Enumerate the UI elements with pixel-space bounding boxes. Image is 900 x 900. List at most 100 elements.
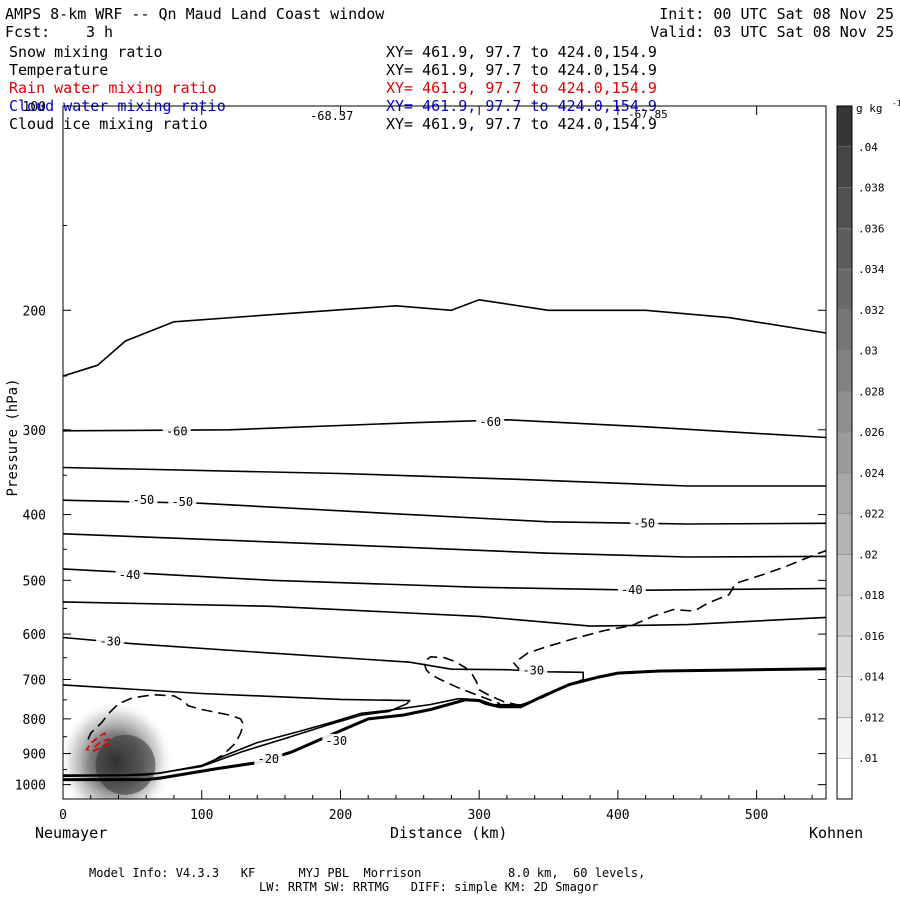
field-xy-range: XY= 461.9, 97.7 to 424.0,154.9: [386, 79, 657, 97]
colorbar-segment: [836, 676, 853, 718]
field-xy-range: XY= 461.9, 97.7 to 424.0,154.9: [386, 43, 657, 61]
colorbar-label: .032: [858, 304, 885, 317]
x-tick-label: 300: [467, 808, 490, 823]
colorbar-label: .02: [858, 548, 878, 561]
min-temp-label: -68.37: [310, 109, 353, 123]
colorbar-frame: [836, 105, 853, 800]
temperature-label: -60: [166, 425, 188, 439]
temperature-label: -40: [119, 568, 141, 582]
init-time: Init: 00 UTC Sat 08 Nov 25: [659, 5, 894, 23]
colorbar-segment: [836, 187, 853, 229]
cloud-ice-contour: [87, 693, 245, 768]
y-tick-label: 1000: [15, 779, 46, 794]
y-tick-label: 900: [23, 748, 46, 763]
colorbar-segment: [836, 594, 853, 637]
colorbar-segment: [836, 228, 853, 270]
field-name: Cloud ice mixing ratio: [9, 115, 208, 133]
colorbar-segment: [836, 431, 853, 474]
x-tick-label: 200: [329, 808, 352, 823]
colorbar-label: .024: [858, 467, 885, 480]
y-tick-label: 300: [23, 424, 46, 439]
colorbar-units-exponent: -1: [892, 99, 900, 108]
temperature-label: -50: [171, 495, 193, 509]
contour-layer: -60 -60 -50 -50 -50 -40 -40 -30 -30 -30 -20: [63, 299, 826, 799]
y-tick-label: 700: [23, 674, 46, 689]
field-xy-range: XY= 461.9, 97.7 to 424.0,154.9: [386, 61, 657, 79]
fcst-label: Fcst:: [5, 23, 51, 41]
temperature-label: -60: [479, 415, 501, 429]
min-temp-label: -67.85: [628, 108, 668, 121]
temperature-label: -40: [621, 583, 643, 597]
colorbar-segment: [836, 268, 853, 311]
y-tick-label: 400: [23, 509, 46, 524]
isotherm-line: [63, 419, 826, 439]
colorbar-segment: [836, 513, 853, 555]
colorbar-label: .036: [858, 222, 885, 235]
colorbar-segment: [836, 757, 853, 800]
colorbar-segment: [836, 309, 853, 351]
isotherm-line: [63, 299, 826, 377]
temperature-label-bg: [115, 567, 144, 581]
colorbar-segment: [836, 391, 853, 433]
isotherm-line: [63, 533, 826, 558]
temperature-label: -50: [633, 516, 655, 530]
terrain-line: [63, 667, 826, 782]
field-name: Snow mixing ratio: [9, 43, 163, 61]
colorbar-label: .014: [858, 671, 885, 684]
colorbar-label: .012: [858, 711, 885, 724]
colorbar-label: .01: [858, 752, 878, 765]
colorbar-label: .038: [858, 182, 885, 195]
temperature-label: -20: [257, 752, 279, 766]
colorbar-label: .022: [858, 508, 885, 521]
temperature-label: -30: [99, 634, 121, 648]
colorbar-units: g kg: [856, 102, 883, 115]
model-info: Model Info: V4.3.3 KF MYJ PBL Morrison 8…: [89, 866, 646, 880]
y-tick-label: 100: [23, 100, 46, 115]
valid-time: Valid: 03 UTC Sat 08 Nov 25: [650, 23, 894, 41]
temperature-label-bg: [96, 634, 125, 648]
field-xy-range: XY= 461.9, 97.7 to 424.0,154.9: [386, 115, 657, 133]
y-tick-label: 600: [23, 628, 46, 643]
temperature-label-bg: [162, 424, 191, 438]
temperature-label-bg: [476, 414, 505, 428]
colorbar-label: .028: [858, 385, 885, 398]
colorbar-segment: [836, 472, 853, 514]
temperature-label-bg: [322, 733, 351, 747]
x-tick-label: 0: [59, 808, 67, 823]
rain-water-contour: [85, 732, 112, 752]
temperature-label-bg: [254, 751, 283, 765]
x-tick-label: 400: [606, 808, 629, 823]
right-location: Kohnen: [809, 824, 864, 842]
temperature-label-bg: [617, 583, 646, 597]
temperature-label: -30: [522, 664, 544, 678]
cloud-ice-contour: [512, 549, 826, 672]
isotherm-line: [63, 601, 826, 627]
colorbar-label: .018: [858, 589, 885, 602]
chart-title: AMPS 8-km WRF -- Qn Maud Land Coast wind…: [5, 5, 385, 23]
left-location: Neumayer: [35, 824, 108, 842]
colorbar-label: .016: [858, 630, 885, 643]
temperature-label: -30: [325, 734, 347, 748]
colorbar-segment: [836, 105, 853, 148]
colorbar-segment: [836, 717, 853, 759]
temperature-label: -50: [133, 493, 155, 507]
fcst-value: 3 h: [86, 23, 114, 41]
y-axis-label: Pressure (hPa): [5, 378, 21, 496]
x-tick-label: 100: [190, 808, 213, 823]
colorbar-segment: [836, 554, 853, 596]
colorbar-label: .03: [858, 345, 878, 358]
colorbar-label: .026: [858, 426, 885, 439]
field-name: Temperature: [9, 61, 109, 79]
colorbar-segment: [836, 350, 853, 392]
temperature-label-bg: [630, 516, 659, 530]
y-tick-label: 800: [23, 713, 46, 728]
y-tick-label: 500: [23, 574, 46, 589]
colorbar-label: .034: [858, 263, 885, 276]
colorbar: .01 .012 .014 .016 .018 .02 .022 .024 .026 .028 .0…: [836, 99, 900, 800]
model-info-2: LW: RRTM SW: RRTMG DIFF: simple KM: 2D S…: [259, 880, 599, 894]
axes: -68.37 -67.852003004005006007008009001000…: [5, 100, 827, 823]
colorbar-segment: [836, 635, 853, 677]
field-name: Rain water mixing ratio: [9, 79, 217, 97]
temperature-label-bg: [168, 494, 197, 508]
